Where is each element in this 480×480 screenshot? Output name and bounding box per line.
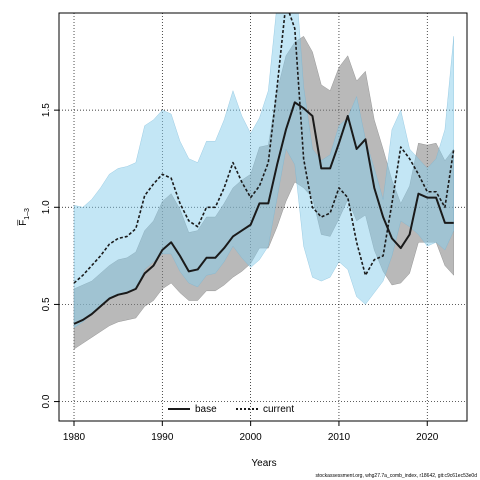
line-base <box>73 101 454 325</box>
y-tick-label: 0.0 <box>41 394 52 408</box>
line-current <box>73 13 455 284</box>
x-axis: 1980 1990 2000 2010 2020 <box>63 421 439 443</box>
footer-note: stockassessment.org, whg27.7a_comb_index… <box>316 473 478 479</box>
legend-label-base: base <box>195 404 217 415</box>
y-axis: 0.0 0.5 1.0 1.5 <box>41 103 59 409</box>
series-lines <box>73 13 455 325</box>
y-axis-title: F̅1–3 <box>17 208 31 226</box>
plot-frame <box>58 12 468 422</box>
x-tick-label: 2000 <box>240 432 263 443</box>
y-tick-label: 1.0 <box>41 200 52 214</box>
y-axis-title-main: F̅ <box>17 220 29 226</box>
plot-area <box>59 13 467 421</box>
x-tick-label: 1990 <box>151 432 174 443</box>
y-axis-title-sub: 1–3 <box>24 208 31 220</box>
svg-text:F̅1–3: F̅1–3 <box>17 208 31 226</box>
x-tick-label: 2020 <box>416 432 439 443</box>
legend: base current <box>168 404 294 415</box>
x-tick-label: 1980 <box>63 432 86 443</box>
x-axis-title: Years <box>251 458 276 469</box>
legend-label-current: current <box>263 404 294 415</box>
x-tick-label: 2010 <box>328 432 351 443</box>
y-tick-label: 1.5 <box>41 103 52 117</box>
y-tick-label: 0.5 <box>41 297 52 311</box>
